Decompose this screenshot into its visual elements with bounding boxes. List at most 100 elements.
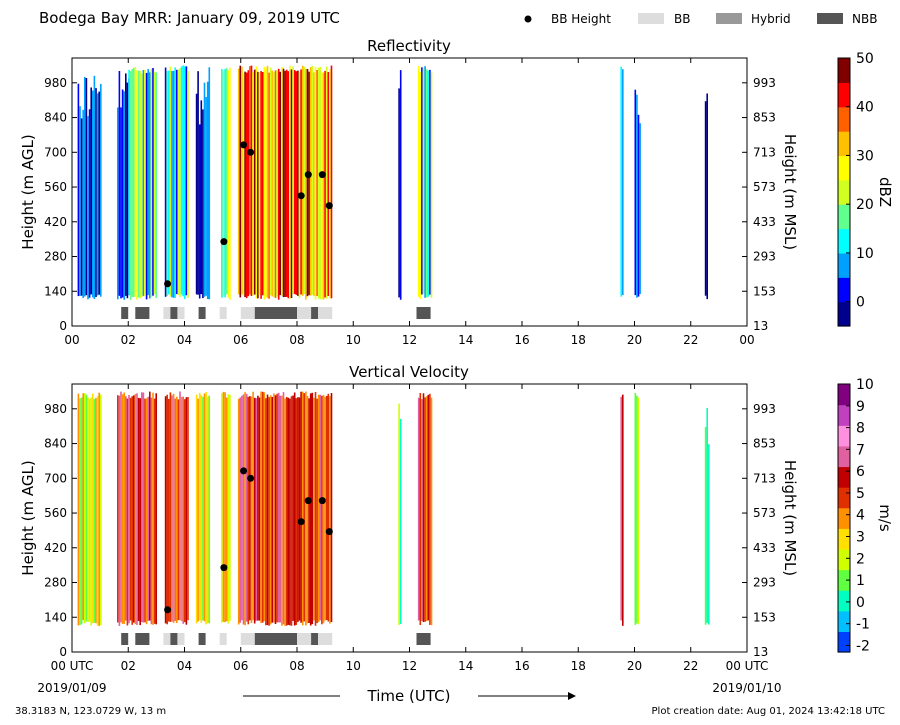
heatmap-stripe (77, 393, 80, 626)
heatmap-stripe (271, 396, 274, 623)
y-tick-label-left: 700 (44, 471, 67, 485)
heatmap-stripe (284, 70, 286, 297)
heatmap-stripe (93, 75, 96, 299)
heatmap-stripe (118, 395, 121, 626)
heatmap-stripe (205, 97, 207, 296)
x-tick-label: 22 (683, 659, 698, 673)
colorbar-tick-label: 1 (856, 573, 865, 589)
heatmap-stripe (327, 72, 330, 296)
heatmap-stripe (241, 395, 243, 621)
heatmap-stripe (421, 399, 423, 621)
heatmap-stripe (120, 107, 122, 299)
reflectivity-title: Reflectivity (367, 37, 451, 55)
y-tick-label-right: 713 (753, 471, 776, 485)
heatmap-stripe (297, 397, 299, 622)
heatmap-stripe (421, 67, 423, 295)
colorbar-segment (838, 252, 850, 278)
heatmap-stripe (274, 70, 277, 299)
end-date: 2019/01/10 (712, 681, 781, 695)
x-tick-label: 08 (289, 659, 304, 673)
heatmap-stripe (244, 71, 246, 298)
heatmap-stripe (245, 72, 248, 299)
x-tick-label: 00 UTC (726, 659, 769, 673)
heatmap-stripe (330, 393, 333, 622)
heatmap-stripe (79, 106, 81, 296)
heatmap-stripe (221, 69, 223, 298)
bb-type-bar-bb (163, 307, 171, 319)
x-tick-label: 20 (627, 659, 642, 673)
heatmap-stripe (92, 393, 94, 624)
heatmap-stripe (208, 395, 211, 624)
location-text: 38.3183 N, 123.0729 W, 13 m (15, 706, 166, 717)
bb-type-bar-nbb (311, 307, 319, 319)
y-tick-label-left: 840 (44, 437, 67, 451)
heatmap-stripe (422, 68, 425, 295)
heatmap-stripe (417, 66, 420, 297)
bb-height-point (304, 497, 312, 505)
heatmap-stripe (237, 398, 240, 625)
heatmap-stripe (147, 396, 149, 621)
heatmap-stripe (292, 66, 294, 295)
heatmap-stripe (425, 69, 428, 298)
colorbar-tick-label: 0 (856, 595, 865, 611)
colorbar-segment (838, 82, 850, 108)
heatmap-stripe (203, 82, 206, 297)
colorbar-tick-label: 9 (856, 399, 865, 415)
heatmap-stripe (126, 398, 129, 626)
heatmap-stripe (430, 397, 433, 626)
colorbar-tick-label: 10 (856, 246, 874, 262)
colorbar-segment (838, 228, 850, 254)
bb-height-point (247, 474, 255, 482)
heatmap-stripe (227, 394, 230, 624)
heatmap-stripe (636, 94, 638, 298)
heatmap-stripe (244, 392, 246, 626)
heatmap-stripe (174, 398, 176, 621)
heatmap-stripe (147, 69, 149, 296)
colorbar-segment (838, 425, 850, 447)
heatmap-stripe (269, 67, 272, 296)
heatmap-stripe (704, 101, 707, 296)
heatmap-stripe (429, 393, 431, 625)
heatmap-stripe (187, 71, 189, 298)
heatmap-stripe (206, 81, 209, 300)
heatmap-stripe (125, 396, 127, 621)
heatmap-stripe (95, 398, 97, 624)
legend-swatch-bb (638, 13, 664, 24)
heatmap-stripe (136, 70, 138, 300)
heatmap-stripe (237, 68, 240, 295)
heatmap-stripe (198, 124, 201, 299)
heatmap-stripe (195, 93, 198, 295)
bb-height-point (220, 238, 228, 246)
heatmap-stripe (82, 393, 84, 621)
x-tick-label: 02 (121, 333, 136, 347)
heatmap-stripe (247, 396, 250, 625)
bb-type-bar-nbb (311, 633, 319, 645)
heatmap-stripe (417, 397, 420, 621)
heatmap-stripe (634, 89, 637, 296)
heatmap-stripe (250, 396, 253, 623)
heatmap-stripe (155, 393, 157, 625)
colorbar-tick-label: 3 (856, 530, 865, 546)
figure-title: Bodega Bay MRR: January 09, 2019 UTC (39, 9, 340, 27)
x-tick-label: 18 (571, 659, 586, 673)
bb-type-bar-bb (318, 633, 333, 645)
heatmap-stripe (305, 391, 307, 626)
bb-type-bar-nbb (135, 633, 150, 645)
heatmap-stripe (327, 393, 330, 622)
colorbar-tick-label: 4 (856, 508, 865, 524)
colorbar-segment (838, 131, 850, 157)
heatmap-stripe (169, 66, 172, 297)
reflectivity-colorbar: 0 10 20 30 40 50 (838, 51, 874, 327)
heatmap-stripe (289, 398, 291, 626)
heatmap-stripe (198, 392, 201, 621)
bb-type-bar-bb (318, 307, 333, 319)
x-label-arrowhead (568, 692, 576, 700)
heatmap-stripe (182, 396, 184, 624)
heatmap-stripe (637, 114, 640, 297)
heatmap-stripe (123, 392, 125, 624)
heatmap-stripe (398, 88, 400, 298)
heatmap-stripe (247, 70, 250, 297)
heatmap-stripe (322, 72, 325, 300)
heatmap-stripe (142, 392, 145, 623)
